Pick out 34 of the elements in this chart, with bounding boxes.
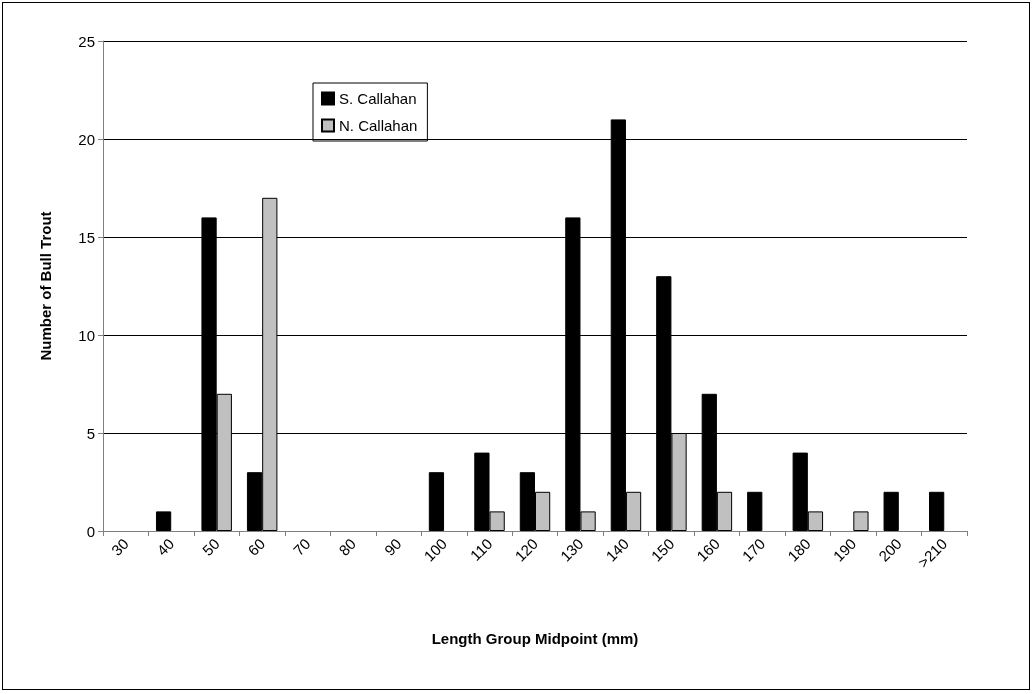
legend-label: N. Callahan bbox=[339, 117, 418, 134]
x-tick-label: 150 bbox=[647, 534, 678, 565]
y-tick-label: 25 bbox=[78, 32, 95, 50]
x-tick-label: 100 bbox=[420, 534, 451, 565]
x-tick-label: 110 bbox=[466, 534, 496, 564]
y-tick-label: 5 bbox=[86, 424, 95, 442]
bar bbox=[929, 491, 945, 531]
x-tick-label: 60 bbox=[244, 534, 269, 559]
legend-label: S. Callahan bbox=[339, 90, 417, 107]
bar bbox=[883, 491, 899, 531]
y-tick-label: 20 bbox=[78, 130, 95, 148]
x-tick-label: 40 bbox=[153, 534, 178, 559]
x-tick-label: 30 bbox=[107, 534, 132, 559]
x-axis-title: Length Group Midpoint (mm) bbox=[431, 630, 639, 647]
x-tick-label: 50 bbox=[198, 534, 223, 559]
bar bbox=[428, 472, 445, 531]
x-tick-label: 120 bbox=[511, 534, 542, 565]
x-tick-label: 90 bbox=[380, 534, 405, 559]
bar bbox=[155, 511, 172, 531]
x-tick-label: 180 bbox=[784, 534, 814, 565]
x-tick-label: 170 bbox=[738, 534, 769, 565]
x-tick-label: 80 bbox=[335, 534, 360, 559]
x-tick-label: 200 bbox=[875, 534, 905, 565]
x-tick-label: 160 bbox=[693, 534, 723, 565]
x-tick-label: 140 bbox=[602, 534, 632, 565]
y-axis-title: Number of Bull Trout bbox=[37, 211, 54, 361]
y-tick-label: 0 bbox=[86, 522, 95, 540]
y-tick-label: 10 bbox=[78, 326, 95, 344]
y-tick-label: 15 bbox=[78, 228, 95, 246]
x-tick-label: 190 bbox=[829, 534, 860, 565]
x-tick-label: 70 bbox=[289, 534, 314, 559]
bar bbox=[747, 491, 763, 531]
x-tick-label: 130 bbox=[556, 534, 587, 565]
bar bbox=[853, 511, 869, 531]
